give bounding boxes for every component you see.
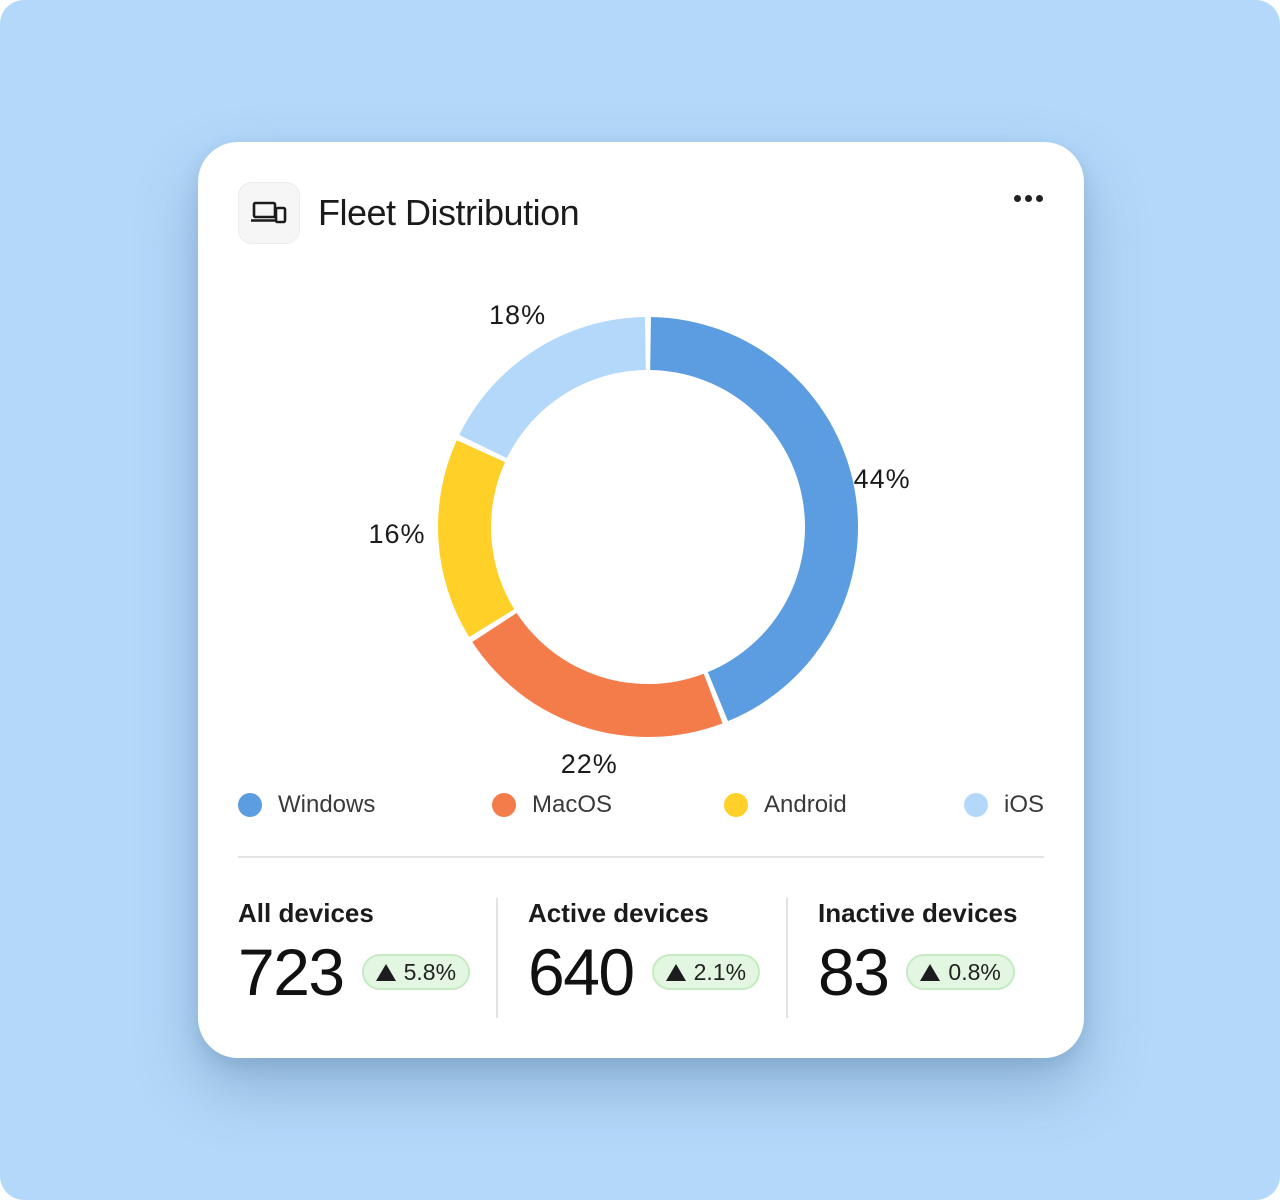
stat-title: All devices	[238, 898, 374, 928]
data-label-macos: 22%	[560, 748, 618, 779]
divider	[238, 856, 1044, 858]
legend-swatch-windows	[238, 793, 262, 817]
stat-all-devices: All devices 723 5.8%	[238, 898, 471, 1018]
more-options-button[interactable]	[1004, 182, 1052, 214]
data-label-android: 16%	[368, 518, 426, 549]
stat-value: 83	[818, 935, 890, 1009]
legend-item-android: Android	[724, 788, 847, 822]
stat-separator	[786, 898, 788, 1018]
arrow-up-icon	[920, 963, 941, 981]
more-horizontal-icon	[1013, 194, 1021, 202]
legend-label-android: Android	[764, 791, 847, 818]
stat-title: Inactive devices	[818, 898, 1018, 928]
legend-label-macos: MacOS	[532, 791, 613, 818]
change-value: 0.8%	[948, 958, 1001, 985]
legend-item-windows: Windows	[238, 788, 375, 822]
change-value: 2.1%	[693, 958, 747, 985]
more-dot	[1035, 194, 1043, 202]
stat-active-devices: Active devices 640 2.1%	[528, 898, 761, 1018]
data-label-windows: 44%	[853, 464, 911, 495]
change-badge: 2.1%	[651, 954, 761, 990]
donut-slice-macos	[472, 612, 723, 737]
fleet-distribution-card: Fleet Distribution 44% 22% 16% 18% Windows …	[198, 142, 1084, 1058]
change-badge: 0.8%	[906, 954, 1015, 990]
donut-slice-android	[437, 440, 515, 638]
data-label-ios: 18%	[489, 299, 547, 330]
donut-chart-svg	[437, 317, 858, 737]
stat-value: 640	[528, 935, 635, 1009]
legend-item-ios: iOS	[964, 788, 1044, 822]
arrow-up-icon	[375, 963, 396, 981]
more-dot	[1024, 194, 1032, 202]
legend-swatch-macos	[492, 793, 516, 817]
donut-slice-windows	[650, 317, 858, 722]
arrow-up-icon	[665, 963, 686, 981]
stat-value: 723	[238, 935, 345, 1009]
card-title: Fleet Distribution	[318, 192, 580, 233]
stat-separator	[496, 898, 498, 1018]
donut-chart: 44% 22% 16% 18%	[198, 282, 1084, 779]
change-badge: 5.8%	[361, 954, 471, 990]
legend-item-macos: MacOS	[492, 788, 612, 822]
stat-title: Active devices	[528, 898, 709, 928]
legend-swatch-android	[724, 793, 748, 817]
change-value: 5.8%	[403, 958, 457, 985]
legend-label-ios: iOS	[1004, 791, 1045, 818]
donut-slice-ios	[459, 317, 646, 459]
devices-icon	[238, 182, 300, 244]
stat-inactive-devices: Inactive devices 83 0.8%	[818, 898, 1017, 1018]
legend-label-windows: Windows	[278, 791, 376, 818]
legend-swatch-ios	[964, 793, 988, 817]
chart-legend: Windows MacOS Android iOS	[238, 788, 1044, 822]
